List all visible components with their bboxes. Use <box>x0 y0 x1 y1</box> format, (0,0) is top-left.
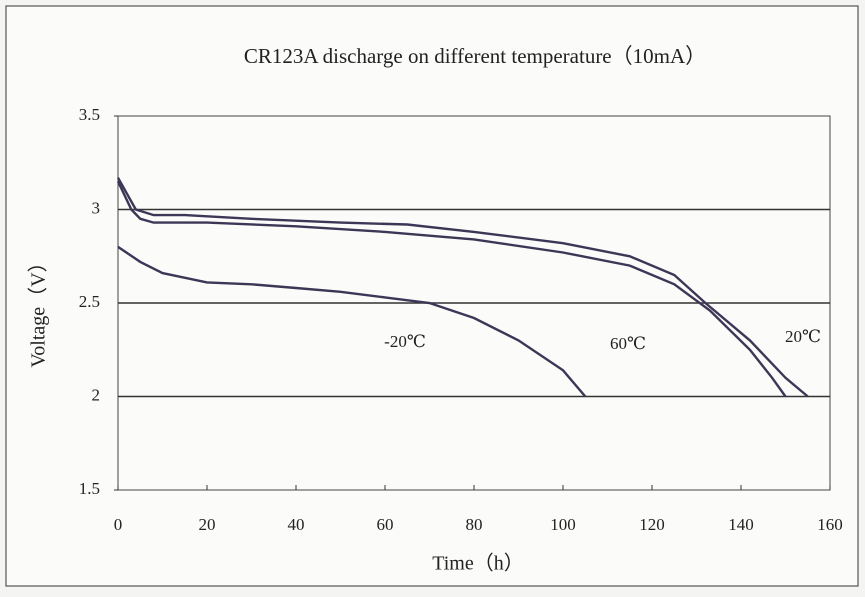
frame <box>5 5 859 587</box>
chart-title: CR123A discharge on different temperatur… <box>244 44 706 68</box>
series-label: 60℃ <box>610 334 646 353</box>
x-tick-label: 160 <box>817 515 843 534</box>
series-line <box>116 177 809 398</box>
series-label: -20℃ <box>384 332 426 351</box>
y-tick-label: 2 <box>92 385 101 404</box>
x-tick-label: 80 <box>466 515 483 534</box>
x-tick-label: 120 <box>639 515 665 534</box>
x-axis-title: Time（h） <box>432 552 524 575</box>
x-tick-label: 100 <box>550 515 576 534</box>
x-tick-label: 140 <box>728 515 754 534</box>
y-tick-label: 3 <box>92 198 101 217</box>
y-tick-label: 2.5 <box>79 292 100 311</box>
x-tick-label: 0 <box>114 515 123 534</box>
x-tick-label: 60 <box>377 515 394 534</box>
x-tick-label: 20 <box>199 515 216 534</box>
series-line <box>116 180 787 398</box>
series-line <box>117 245 587 398</box>
y-tick-label: 3.5 <box>79 105 100 124</box>
series-label: 20℃ <box>785 327 821 346</box>
y-axis-title: Voltage（V） <box>27 252 50 367</box>
x-tick-label: 40 <box>288 515 305 534</box>
y-tick-label: 1.5 <box>79 479 100 498</box>
